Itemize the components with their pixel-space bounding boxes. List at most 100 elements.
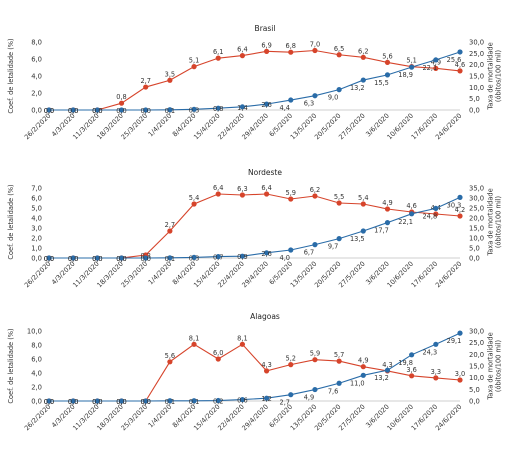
series-point-right: [46, 107, 52, 113]
x-tick-label: 26/2/2020: [23, 403, 53, 433]
data-label-right: 4,9: [304, 394, 315, 402]
series-point-right: [143, 107, 149, 113]
series-point-left: [239, 53, 246, 59]
y-left-tick-label: 4,0: [31, 73, 42, 81]
data-label-left: 6,5: [334, 45, 345, 53]
data-label-left: 5,4: [358, 194, 369, 202]
data-label-right: 0,3: [189, 106, 200, 114]
y-left-axis-label: Coef. de letalidade (%): [7, 328, 15, 403]
series-point-left: [167, 77, 173, 83]
data-label-left: 2,7: [140, 77, 151, 85]
series-point-left: [215, 55, 221, 61]
data-label-right: 0,6: [237, 397, 248, 405]
series-point-left: [215, 356, 221, 362]
data-label-left: 8,1: [237, 334, 248, 342]
series-point-left: [263, 368, 270, 374]
data-label-right: 0,8: [213, 105, 224, 113]
series-point-left: [457, 377, 463, 383]
data-label-right: 22,1: [422, 64, 437, 72]
x-tick-label: 24/6/2020: [434, 112, 464, 142]
chart-title: Alagoas: [250, 312, 280, 321]
x-tick-label: 24/6/2020: [434, 403, 464, 433]
data-label-left: 4,9: [358, 357, 369, 365]
series-point-left: [312, 193, 318, 199]
data-label-right: 6,7: [304, 249, 315, 257]
data-label-right: 0,0: [116, 398, 127, 406]
data-label-right: 29,1: [447, 337, 462, 345]
series-point-right: [409, 211, 415, 217]
data-label-right: 2,7: [280, 399, 291, 407]
series-point-right: [457, 330, 463, 336]
series-point-left: [118, 100, 125, 106]
x-tick-label: 29/4/2020: [240, 112, 270, 142]
data-label-right: 4,0: [280, 254, 291, 262]
y-right-tick-label: 25,0: [469, 205, 484, 213]
series-point-left: [263, 191, 270, 197]
data-label-right: 0,1: [189, 398, 200, 406]
series-point-right: [118, 398, 125, 404]
data-label-left: 2,7: [165, 221, 176, 229]
series-line-left: [49, 193, 461, 259]
series-point-right: [70, 255, 76, 261]
data-label-right: 1,2: [261, 395, 272, 403]
series-point-left: [336, 358, 342, 364]
series-point-right: [46, 398, 52, 404]
series-point-left: [336, 52, 342, 58]
data-label-right: 0,9: [237, 253, 248, 261]
series-point-right: [433, 57, 439, 63]
series-point-right: [118, 107, 125, 113]
data-label-right: 0,0: [140, 255, 151, 263]
x-tick-label: 25/3/2020: [120, 112, 150, 142]
series-point-right: [263, 395, 270, 401]
series-point-right: [457, 49, 463, 55]
x-tick-label: 26/2/2020: [23, 112, 53, 142]
data-label-right: 0,0: [140, 107, 151, 115]
data-label-right: 0,0: [92, 398, 103, 406]
series-point-right: [215, 105, 221, 111]
y-right-axis-label: Taxa de mortalidade(óbitos/100 mil): [487, 42, 503, 110]
y-left-tick-label: 2,0: [31, 235, 42, 243]
x-tick-label: 1/4/2020: [147, 403, 174, 430]
data-label-right: 9,7: [328, 243, 339, 251]
data-label-right: 0,7: [213, 254, 224, 262]
y-left-tick-label: 8,0: [31, 39, 42, 47]
series-line-right: [49, 51, 461, 111]
series-line-right: [49, 332, 461, 402]
y-left-axis-label: Coef. de letalidade (%): [7, 38, 15, 113]
y-left-tick-label: 6,0: [31, 195, 42, 203]
data-label-left: 3,0: [455, 370, 466, 378]
series-point-left: [336, 200, 342, 206]
data-label-left: 6,0: [213, 349, 224, 357]
data-label-right: 0,0: [92, 107, 103, 115]
y-left-tick-label: 4,0: [31, 370, 42, 378]
data-label-left: 6,1: [213, 48, 224, 56]
series-point-right: [167, 107, 173, 113]
series-point-right: [288, 392, 294, 398]
series-point-right: [360, 228, 366, 234]
data-label-left: 5,6: [165, 352, 176, 360]
data-label-right: 7,6: [328, 387, 339, 395]
chart-title: Nordeste: [248, 168, 282, 177]
y-right-axis-label: Taxa de mortalidade(óbitos/100 mil): [487, 188, 503, 256]
data-label-right: 11,0: [350, 379, 365, 387]
series-point-right: [312, 386, 318, 393]
y-right-axis-label: Taxa de mortalidade(óbitos/100 mil): [487, 332, 503, 400]
series-point-left: [167, 359, 173, 365]
series-point-right: [336, 87, 342, 93]
data-label-right: 2,6: [261, 250, 272, 258]
series-point-left: [288, 196, 294, 202]
series-point-left: [312, 357, 318, 363]
data-label-right: 0,2: [213, 398, 224, 406]
series-point-right: [384, 72, 391, 78]
data-label-left: 0,8: [116, 93, 127, 101]
data-label-right: 4,4: [280, 104, 291, 112]
series-point-right: [457, 194, 463, 200]
y-left-tick-label: 8,0: [31, 342, 42, 350]
y-right-tick-label: 0,0: [469, 255, 480, 263]
series-line-right: [49, 196, 461, 259]
chart-title: Brasil: [255, 24, 276, 33]
data-label-left: 5,9: [286, 189, 297, 197]
series-point-right: [143, 255, 149, 261]
data-label-right: 22,1: [398, 218, 413, 226]
data-label-right: 6,3: [304, 100, 315, 108]
